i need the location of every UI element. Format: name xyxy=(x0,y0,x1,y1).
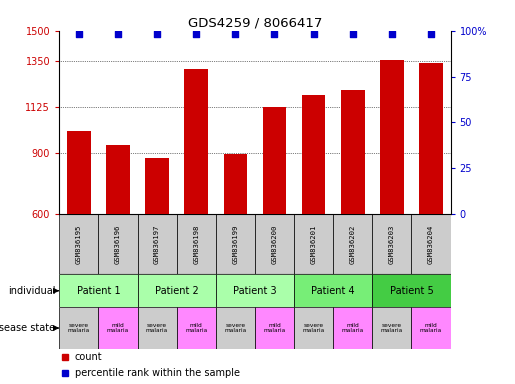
Bar xyxy=(216,214,255,274)
Bar xyxy=(177,214,216,274)
Point xyxy=(153,31,161,38)
Point xyxy=(114,31,122,38)
Bar xyxy=(138,214,177,274)
Text: Patient 2: Patient 2 xyxy=(155,286,198,296)
Text: severe
malaria: severe malaria xyxy=(302,323,325,333)
Text: GSM836201: GSM836201 xyxy=(311,224,317,264)
Text: mild
malaria: mild malaria xyxy=(263,323,286,333)
Title: GDS4259 / 8066417: GDS4259 / 8066417 xyxy=(188,17,322,30)
Text: percentile rank within the sample: percentile rank within the sample xyxy=(75,368,240,378)
Bar xyxy=(59,274,138,308)
Bar xyxy=(67,131,91,214)
Point xyxy=(231,31,239,38)
Text: GSM836195: GSM836195 xyxy=(76,224,82,264)
Bar xyxy=(341,90,365,214)
Text: GSM836203: GSM836203 xyxy=(389,224,395,264)
Text: mild
malaria: mild malaria xyxy=(420,323,442,333)
Bar xyxy=(59,308,98,349)
Bar xyxy=(177,308,216,349)
Bar xyxy=(419,63,443,214)
Text: severe
malaria: severe malaria xyxy=(146,323,168,333)
Text: Patient 3: Patient 3 xyxy=(233,286,277,296)
Bar xyxy=(411,308,451,349)
Text: severe
malaria: severe malaria xyxy=(67,323,90,333)
Point xyxy=(349,31,357,38)
Bar xyxy=(294,308,333,349)
Text: GSM836197: GSM836197 xyxy=(154,224,160,264)
Text: GSM836199: GSM836199 xyxy=(232,224,238,264)
Point xyxy=(310,31,318,38)
Bar xyxy=(138,274,216,308)
Text: GSM836198: GSM836198 xyxy=(193,224,199,264)
Point xyxy=(388,31,396,38)
Text: severe
malaria: severe malaria xyxy=(381,323,403,333)
Bar xyxy=(333,308,372,349)
Bar xyxy=(106,145,130,214)
Text: individual: individual xyxy=(8,286,55,296)
Bar xyxy=(59,214,98,274)
Text: mild
malaria: mild malaria xyxy=(341,323,364,333)
Bar xyxy=(294,274,372,308)
Bar xyxy=(98,308,138,349)
Point xyxy=(75,31,83,38)
Bar xyxy=(294,214,333,274)
Bar xyxy=(224,154,247,214)
Bar xyxy=(138,308,177,349)
Bar xyxy=(255,308,294,349)
Bar xyxy=(216,274,294,308)
Text: mild
malaria: mild malaria xyxy=(185,323,208,333)
Text: Patient 1: Patient 1 xyxy=(77,286,120,296)
Point xyxy=(270,31,279,38)
Bar xyxy=(255,214,294,274)
Bar xyxy=(372,214,411,274)
Bar xyxy=(302,95,325,214)
Text: GSM836196: GSM836196 xyxy=(115,224,121,264)
Bar xyxy=(380,60,404,214)
Bar xyxy=(333,214,372,274)
Point xyxy=(427,31,435,38)
Bar xyxy=(184,70,208,214)
Text: Patient 4: Patient 4 xyxy=(312,286,355,296)
Text: GSM836204: GSM836204 xyxy=(428,224,434,264)
Bar xyxy=(372,308,411,349)
Text: count: count xyxy=(75,353,102,362)
Text: severe
malaria: severe malaria xyxy=(224,323,247,333)
Bar xyxy=(411,214,451,274)
Text: GSM836202: GSM836202 xyxy=(350,224,356,264)
Text: Patient 5: Patient 5 xyxy=(390,286,433,296)
Point xyxy=(192,31,200,38)
Bar xyxy=(216,308,255,349)
Bar xyxy=(372,274,451,308)
Bar xyxy=(263,107,286,214)
Text: disease state: disease state xyxy=(0,323,55,333)
Text: mild
malaria: mild malaria xyxy=(107,323,129,333)
Bar xyxy=(98,214,138,274)
Bar xyxy=(145,158,169,214)
Text: GSM836200: GSM836200 xyxy=(271,224,278,264)
